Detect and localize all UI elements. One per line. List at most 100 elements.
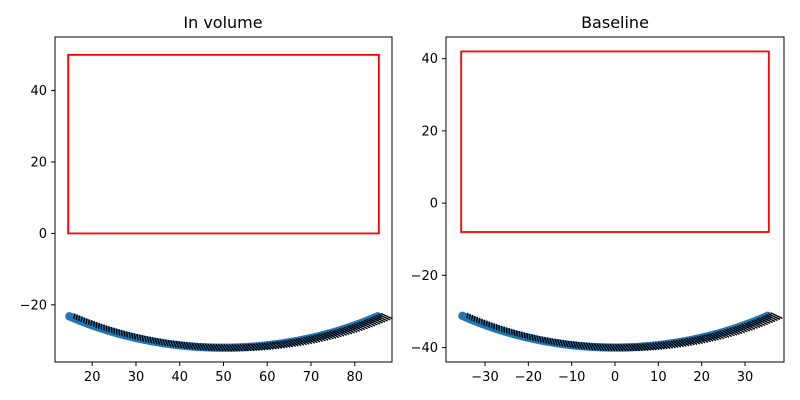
ray-line: [363, 319, 376, 327]
ray-line: [588, 342, 594, 351]
ray-line: [641, 343, 649, 351]
ray-line: [651, 342, 660, 351]
ray-line: [266, 342, 274, 350]
x-tick-label: 60: [259, 370, 276, 385]
ray-line: [220, 344, 227, 352]
ray-line: [268, 341, 277, 350]
volume-rectangle: [460, 50, 770, 233]
ray-line: [326, 331, 337, 339]
ray-line: [295, 338, 305, 346]
ray-line: [483, 319, 486, 326]
ray-line: [188, 342, 194, 350]
ray-line: [318, 333, 329, 341]
ray-line: [662, 341, 671, 350]
ray-line: [287, 339, 296, 348]
ray-line: [356, 322, 368, 330]
ray-line: [523, 332, 526, 339]
ray-line: [638, 343, 646, 352]
ray-line: [596, 343, 602, 351]
y-tick-label: −20: [411, 269, 438, 284]
ray-line: [199, 343, 205, 351]
ray-line: [191, 342, 197, 350]
ray-line: [302, 336, 313, 345]
ray-line: [196, 342, 202, 351]
ray-line: [159, 338, 164, 346]
ray-line: [242, 343, 249, 352]
plot-area: 20 30 40 50 60 70 80 −20 0 20 40: [20, 36, 393, 385]
ray-line: [562, 339, 567, 348]
ray-line: [90, 320, 93, 326]
x-tick-label: 10: [650, 370, 667, 385]
ray-line: [333, 329, 345, 337]
ray-line: [513, 329, 516, 336]
axes-frame: [54, 36, 393, 363]
ray-line: [691, 336, 701, 345]
ray-line: [683, 338, 693, 347]
chart-title: In volume: [183, 13, 262, 32]
ray-line: [739, 324, 751, 332]
ray-line: [193, 342, 199, 351]
ray-line: [346, 325, 358, 333]
ray-line: [770, 312, 783, 319]
ray-line: [315, 333, 326, 342]
ray-line: [475, 316, 479, 323]
ray-line: [250, 343, 258, 352]
ray-line: [378, 313, 391, 321]
ray-line: [162, 338, 166, 346]
ray-line: [518, 330, 521, 338]
ray-line: [716, 331, 727, 339]
ray-line: [358, 321, 371, 329]
ray-line: [675, 339, 685, 348]
ray-line: [373, 315, 386, 323]
ray-line: [172, 340, 177, 348]
ray-line: [510, 328, 513, 336]
ray-line: [207, 343, 213, 352]
ray-line: [120, 329, 123, 337]
ray-line: [714, 331, 725, 340]
ray-line: [82, 317, 86, 324]
ray-line: [606, 343, 613, 352]
ray-line: [170, 340, 175, 348]
ray-line: [375, 314, 388, 322]
ray-line: [73, 313, 76, 320]
ray-line: [185, 342, 191, 350]
ray-line: [292, 338, 302, 347]
ray-line: [744, 322, 756, 330]
ray-line: [678, 339, 687, 347]
ray-line: [141, 334, 145, 342]
ray-line: [736, 325, 748, 333]
ray-line: [281, 340, 291, 348]
ray-line: [180, 341, 186, 349]
x-tick-label: 80: [347, 370, 364, 385]
y-tick-label: 0: [430, 197, 438, 212]
ray-line: [289, 339, 299, 347]
x-tick-label: 40: [171, 370, 188, 385]
ray-line: [380, 312, 393, 320]
ray-line: [234, 344, 241, 352]
ray-line: [746, 321, 758, 329]
ray-line: [258, 342, 266, 351]
ray-line: [549, 337, 553, 345]
ray-line: [659, 341, 668, 350]
ray-line: [215, 343, 222, 352]
y-tick-label: 0: [39, 227, 47, 242]
ray-line: [146, 336, 150, 343]
ray-line: [696, 335, 706, 344]
ray-line: [636, 343, 644, 352]
ray-line: [630, 343, 638, 352]
ray-line: [118, 329, 121, 336]
x-tick-label: 0: [611, 370, 619, 385]
y-tick-label: −40: [411, 341, 438, 356]
ray-line: [541, 336, 545, 344]
ray-line: [341, 327, 353, 335]
ray-line: [336, 328, 348, 336]
ray-line: [201, 343, 208, 351]
ray-line: [601, 343, 608, 352]
ray-line: [543, 336, 548, 344]
ray-line: [343, 326, 355, 334]
ray-line: [763, 315, 776, 323]
ray-line: [706, 333, 717, 342]
ray-line: [734, 325, 746, 334]
ray-line: [131, 332, 134, 340]
